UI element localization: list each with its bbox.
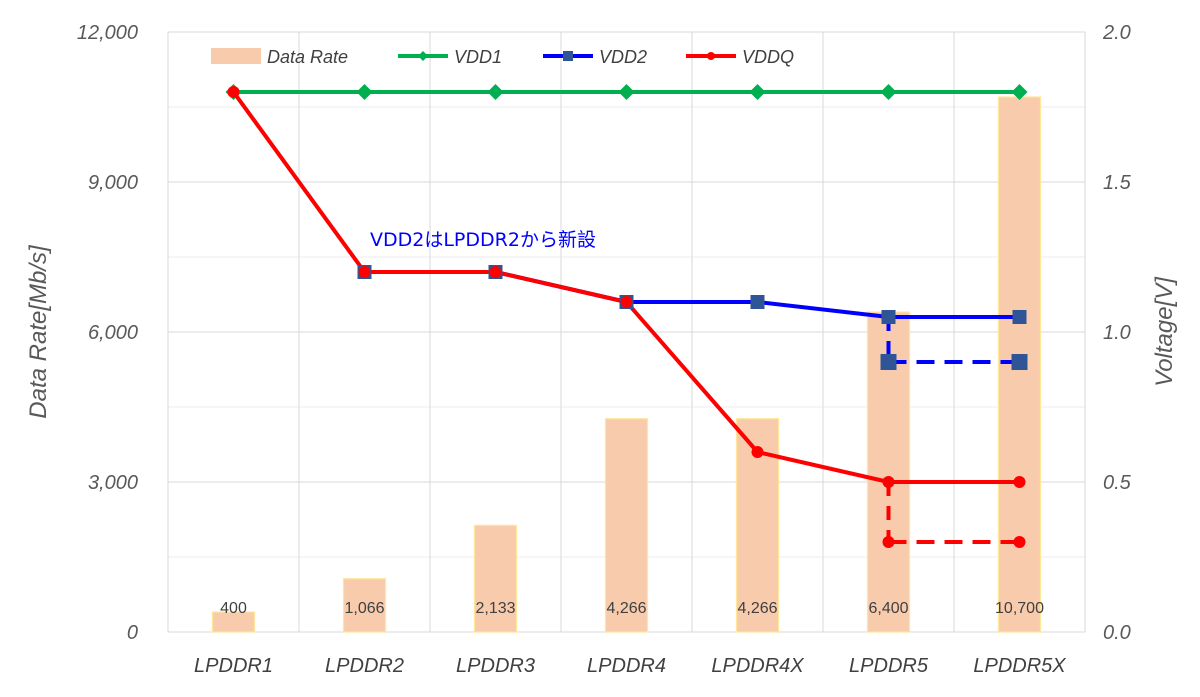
bar-series-data-rate — [211, 96, 1042, 633]
right-tick-label: 1.0 — [1103, 322, 1131, 344]
right-tick-label: 0.5 — [1103, 472, 1132, 494]
marker-vdd1 — [880, 84, 897, 100]
marker-dashed-vddq — [882, 536, 895, 548]
right-tick-label: 0.0 — [1103, 622, 1131, 644]
bar-data-label: 6,400 — [868, 600, 908, 617]
bar-data-label: 400 — [220, 600, 247, 617]
marker-vddq — [358, 266, 371, 278]
bar-data-label: 2,133 — [475, 600, 515, 617]
right-tick-label: 2.0 — [1102, 22, 1131, 44]
left-axis-title: Data Rate[Mb/s] — [25, 244, 52, 419]
annotation-vdd2: VDD2はLPDDR2から新設 — [370, 229, 596, 251]
marker-dashed-vddq — [1013, 536, 1026, 548]
category-label: LPDDR4X — [711, 655, 804, 677]
bar-lpddr2 — [342, 578, 387, 633]
right-axis-title: Voltage[V] — [1151, 276, 1178, 387]
legend-swatch-data-rate — [211, 48, 261, 64]
bar-lpddr1 — [211, 611, 256, 633]
marker-vddq — [620, 296, 633, 308]
right-axis-ticks: 0.0 0.5 1.0 1.5 2.0 — [1102, 22, 1132, 644]
marker-vddq — [751, 446, 764, 458]
category-label: LPDDR5X — [973, 655, 1066, 677]
legend: Data Rate VDD1 VDD2 VDDQ — [211, 47, 794, 67]
gridlines — [167, 31, 1086, 633]
left-tick-label: 0 — [127, 622, 138, 644]
left-tick-label: 3,000 — [88, 472, 138, 494]
bar-lpddr5 — [866, 311, 911, 633]
category-label: LPDDR4 — [587, 655, 666, 677]
marker-vddq — [227, 86, 240, 98]
marker-vdd1 — [487, 84, 504, 100]
legend-label: VDD1 — [454, 47, 502, 67]
legend-label: VDD2 — [599, 47, 647, 67]
category-label: LPDDR3 — [456, 655, 535, 677]
category-label: LPDDR5 — [849, 655, 929, 677]
bar-data-label: 4,266 — [737, 600, 777, 617]
bar-data-label: 4,266 — [606, 600, 646, 617]
legend-marker-vdd1 — [418, 51, 428, 61]
marker-vddq — [1013, 476, 1026, 488]
marker-vdd2 — [1012, 310, 1027, 324]
legend-label: VDDQ — [742, 47, 794, 67]
marker-vddq — [489, 266, 502, 278]
left-tick-label: 12,000 — [77, 22, 138, 44]
bar-lpddr3 — [473, 524, 518, 633]
bar-data-labels: 400 1,066 2,133 4,266 4,266 6,400 10,700 — [220, 600, 1044, 617]
bar-data-label: 1,066 — [344, 600, 384, 617]
left-tick-label: 6,000 — [88, 322, 138, 344]
left-tick-label: 9,000 — [88, 172, 138, 194]
marker-dashed-vdd2 — [880, 354, 897, 370]
legend-marker-vddq — [707, 52, 715, 60]
bar-data-label: 10,700 — [995, 600, 1044, 617]
legend-marker-vdd2 — [563, 51, 573, 61]
marker-vdd2 — [750, 295, 765, 309]
category-axis-labels: LPDDR1 LPDDR2 LPDDR3 LPDDR4 LPDDR4X LPDDR5 LPD… — [194, 655, 1066, 677]
marker-vdd1 — [1011, 84, 1028, 100]
marker-dashed-vdd2 — [1011, 354, 1028, 370]
marker-vdd1 — [618, 84, 635, 100]
marker-vdd1 — [356, 84, 373, 100]
bar-lpddr4 — [604, 418, 649, 633]
category-label: LPDDR2 — [325, 655, 404, 677]
category-label: LPDDR1 — [194, 655, 273, 677]
marker-vddq — [882, 476, 895, 488]
right-tick-label: 1.5 — [1103, 172, 1132, 194]
marker-vdd1 — [749, 84, 766, 100]
line-markers — [225, 84, 1028, 548]
left-axis-ticks: 0 3,000 6,000 9,000 12,000 — [77, 22, 138, 644]
legend-label: Data Rate — [267, 47, 348, 67]
marker-vdd2 — [881, 310, 896, 324]
